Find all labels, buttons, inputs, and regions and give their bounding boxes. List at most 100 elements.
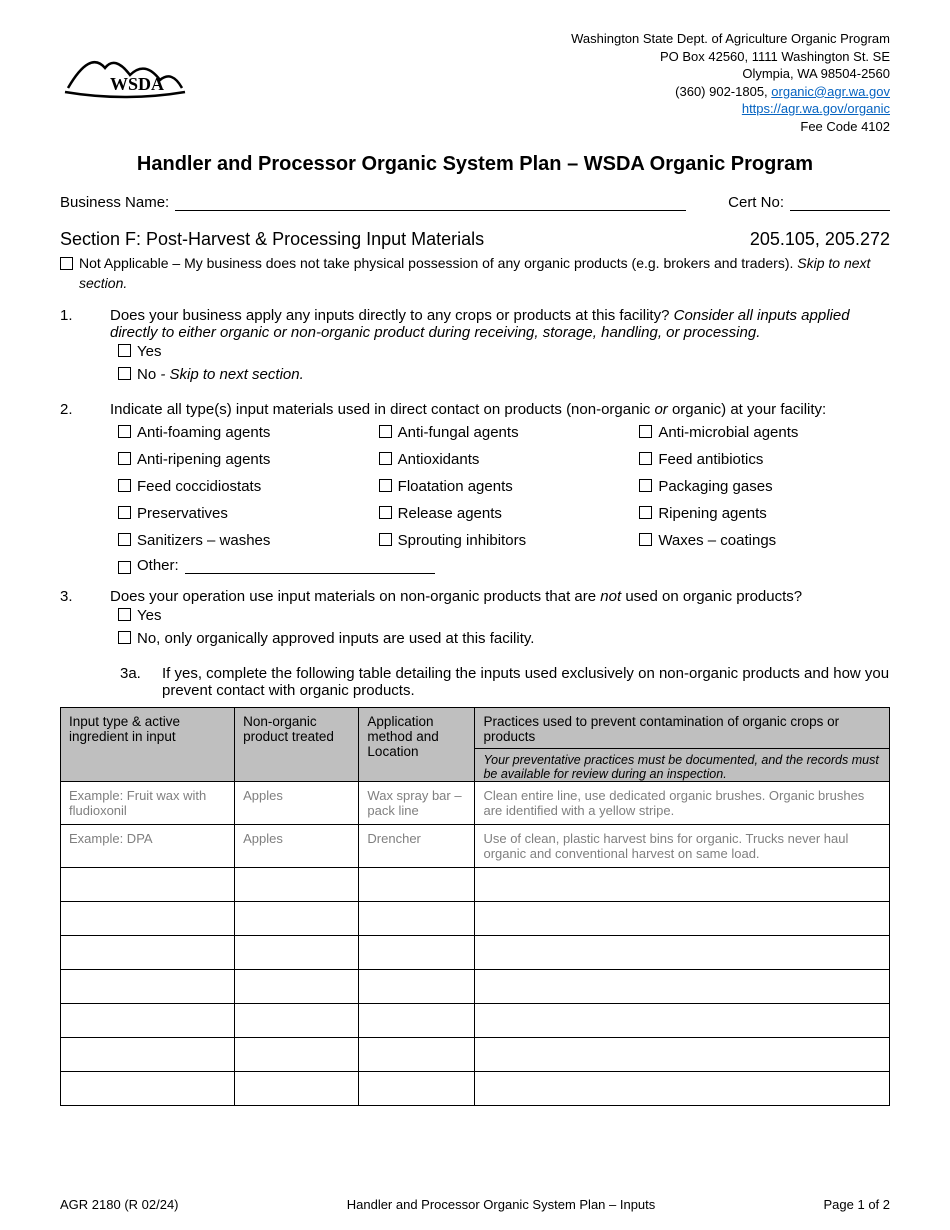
table-cell-input[interactable] [61, 936, 235, 970]
q2-item-checkbox[interactable] [379, 425, 392, 438]
q2-item-checkbox[interactable] [639, 479, 652, 492]
q2-item: Antioxidants [379, 449, 630, 470]
q2-item-label: Anti-fungal agents [398, 422, 519, 443]
q2-item-checkbox[interactable] [379, 452, 392, 465]
table-cell-input[interactable] [235, 1038, 359, 1072]
footer-left: AGR 2180 (R 02/24) [60, 1197, 179, 1212]
table-cell-input[interactable] [359, 936, 475, 970]
table-cell-input[interactable] [359, 970, 475, 1004]
table-cell-input[interactable] [475, 936, 890, 970]
business-row: Business Name: Cert No: [60, 194, 890, 211]
table-body: Example: Fruit wax with fludioxonilApple… [61, 782, 890, 1106]
table-cell-input[interactable] [475, 970, 890, 1004]
q3-no-checkbox[interactable] [118, 631, 131, 644]
q1-yes-checkbox[interactable] [118, 344, 131, 357]
table-cell-input[interactable] [475, 1072, 890, 1106]
q2-item-checkbox[interactable] [379, 533, 392, 546]
q2-item-checkbox[interactable] [379, 479, 392, 492]
q2-item-checkbox[interactable] [118, 425, 131, 438]
q2-item-label: Antioxidants [398, 449, 480, 470]
q2-item: Ripening agents [639, 503, 890, 524]
table-cell: Apples [235, 782, 359, 825]
table-cell: Wax spray bar – pack line [359, 782, 475, 825]
q2-item-label: Feed antibiotics [658, 449, 763, 470]
q2-item: Anti-foaming agents [118, 422, 369, 443]
q2-item-label: Packaging gases [658, 476, 772, 497]
table-example-row: Example: Fruit wax with fludioxonilApple… [61, 782, 890, 825]
q2-item-checkbox[interactable] [639, 452, 652, 465]
table-cell-input[interactable] [61, 970, 235, 1004]
footer-center: Handler and Processor Organic System Pla… [347, 1197, 656, 1212]
q2-item-label: Feed coccidiostats [137, 476, 261, 497]
url-link[interactable]: https://agr.wa.gov/organic [742, 101, 890, 116]
table-cell-input[interactable] [359, 902, 475, 936]
header-row: WSDA Washington State Dept. of Agricultu… [60, 30, 890, 135]
q2-item-checkbox[interactable] [118, 533, 131, 546]
q2-item: Feed antibiotics [639, 449, 890, 470]
table-cell-input[interactable] [235, 868, 359, 902]
business-name-input[interactable] [175, 195, 686, 211]
table-cell: Clean entire line, use dedicated organic… [475, 782, 890, 825]
q2-item-checkbox[interactable] [118, 506, 131, 519]
q3a-text: If yes, complete the following table det… [162, 665, 890, 699]
q2-other-input[interactable] [185, 558, 435, 574]
table-cell-input[interactable] [61, 1072, 235, 1106]
table-cell-input[interactable] [235, 970, 359, 1004]
q2-item-label: Anti-ripening agents [137, 449, 270, 470]
business-name-label: Business Name: [60, 194, 169, 211]
q2-item-checkbox[interactable] [118, 479, 131, 492]
q2-item-checkbox[interactable] [639, 425, 652, 438]
section-heading: Section F: Post-Harvest & Processing Inp… [60, 229, 484, 250]
table-cell: Example: Fruit wax with fludioxonil [61, 782, 235, 825]
q3-yes-checkbox[interactable] [118, 608, 131, 621]
section-heading-row: Section F: Post-Harvest & Processing Inp… [60, 229, 890, 250]
table-cell-input[interactable] [475, 1004, 890, 1038]
table-cell-input[interactable] [235, 1072, 359, 1106]
q1-no-checkbox[interactable] [118, 367, 131, 380]
q3-num: 3. [60, 588, 90, 651]
page-footer: AGR 2180 (R 02/24) Handler and Processor… [60, 1197, 890, 1212]
q2-num: 2. [60, 401, 90, 574]
table-cell-input[interactable] [61, 1038, 235, 1072]
th-input-type: Input type & active ingredient in input [61, 708, 235, 782]
table-cell-input[interactable] [235, 902, 359, 936]
q2-item: Sprouting inhibitors [379, 530, 630, 551]
cert-no-input[interactable] [790, 195, 890, 211]
table-cell-input[interactable] [235, 1004, 359, 1038]
q2-item-checkbox[interactable] [639, 533, 652, 546]
q2-item-checkbox[interactable] [379, 506, 392, 519]
table-cell-input[interactable] [475, 868, 890, 902]
table-cell-input[interactable] [359, 1038, 475, 1072]
table-cell-input[interactable] [61, 1004, 235, 1038]
q2-item-checkbox[interactable] [639, 506, 652, 519]
table-row [61, 970, 890, 1004]
q2-item: Release agents [379, 503, 630, 524]
question-1: 1. Does your business apply any inputs d… [60, 307, 890, 387]
q1-num: 1. [60, 307, 90, 387]
th-practices: Practices used to prevent contamination … [475, 708, 890, 782]
contact-block: Washington State Dept. of Agriculture Or… [571, 30, 890, 135]
cert-no-label: Cert No: [728, 194, 784, 211]
table-cell-input[interactable] [359, 1004, 475, 1038]
na-checkbox[interactable] [60, 257, 73, 270]
table-row [61, 902, 890, 936]
q2-item-label: Sprouting inhibitors [398, 530, 526, 551]
table-cell-input[interactable] [475, 902, 890, 936]
q3a-num: 3a. [120, 665, 150, 699]
q2-item: Waxes – coatings [639, 530, 890, 551]
form-page: WSDA Washington State Dept. of Agricultu… [0, 0, 950, 1230]
svg-text:WSDA: WSDA [110, 74, 164, 94]
table-cell-input[interactable] [359, 1072, 475, 1106]
q2-item-checkbox[interactable] [118, 452, 131, 465]
table-cell-input[interactable] [235, 936, 359, 970]
table-cell-input[interactable] [61, 868, 235, 902]
q2-other-checkbox[interactable] [118, 561, 131, 574]
table-cell-input[interactable] [475, 1038, 890, 1072]
table-cell-input[interactable] [61, 902, 235, 936]
table-cell: Apples [235, 825, 359, 868]
inputs-table: Input type & active ingredient in input … [60, 707, 890, 1106]
email-link[interactable]: organic@agr.wa.gov [771, 84, 890, 99]
question-2: 2. Indicate all type(s) input materials … [60, 401, 890, 574]
table-cell-input[interactable] [359, 868, 475, 902]
q2-item: Preservatives [118, 503, 369, 524]
